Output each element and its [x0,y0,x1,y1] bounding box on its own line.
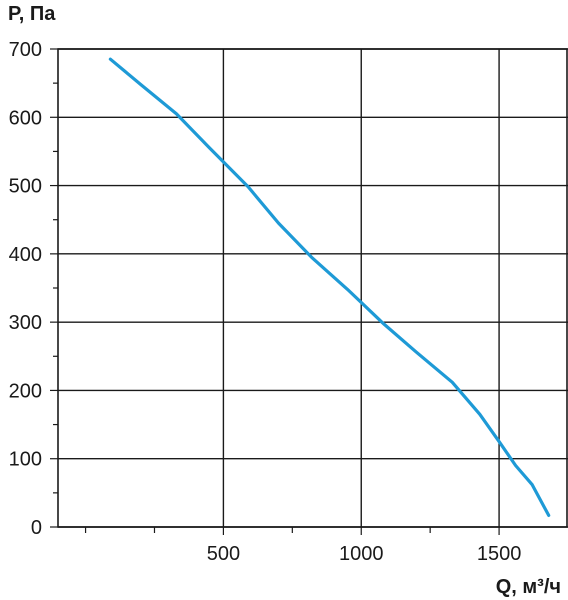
y-tick-label: 700 [9,39,42,61]
y-tick-label: 0 [31,517,42,539]
y-tick-label: 400 [9,244,42,266]
y-tick-label: 600 [9,107,42,129]
y-tick-label: 100 [9,449,42,471]
plot-frame [57,48,568,528]
series-line [108,57,551,518]
y-tick-label: 300 [9,312,42,334]
x-tick-label: 1000 [339,543,384,565]
minor-ticks [53,82,431,533]
plot-area [108,57,551,518]
tick-labels: 0 100 200 300 400 500 600 700 500 1000 1500 [9,39,522,565]
y-axis-title: P, Па [8,3,56,25]
y-tick-label: 500 [9,176,42,198]
y-tick-label: 200 [9,380,42,402]
x-tick-label: 500 [207,543,240,565]
x-tick-label: 1500 [477,543,522,565]
x-axis-title: Q, м³/ч [496,576,561,598]
grid [50,48,568,535]
